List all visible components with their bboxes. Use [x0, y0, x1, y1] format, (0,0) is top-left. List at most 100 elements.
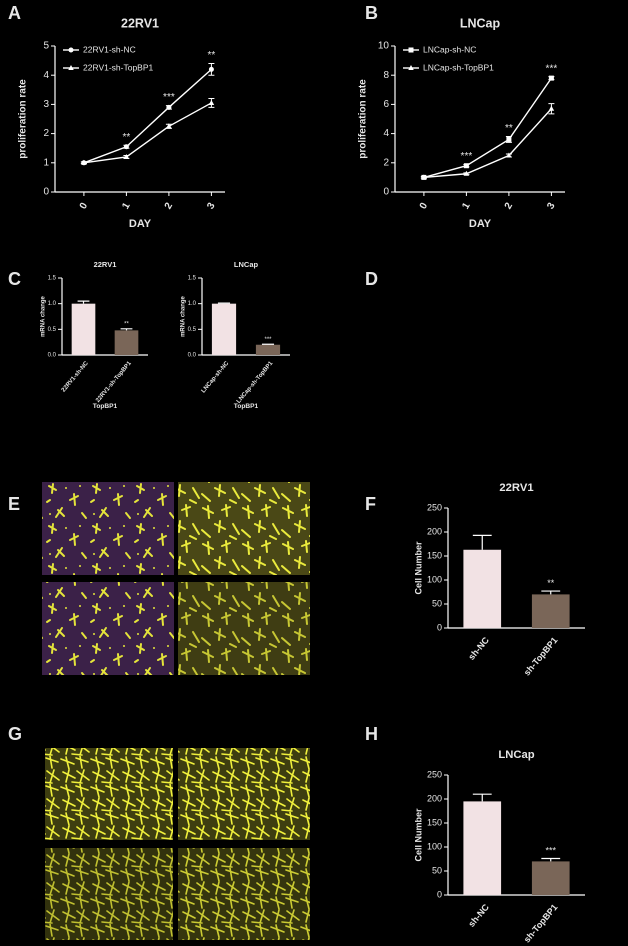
annotation: *** [163, 92, 175, 103]
marker [463, 163, 469, 169]
marker [208, 99, 215, 105]
y-tick-label: 10 [378, 41, 390, 52]
y-tick-label: 4 [43, 70, 49, 81]
x-tick-label: 0 [78, 201, 91, 212]
chart-title: LNCap [498, 749, 534, 761]
y-tick-label: 2 [383, 157, 389, 168]
annotation: ** [124, 322, 129, 328]
series-line [423, 108, 552, 179]
error-bar [77, 300, 90, 304]
y-tick-label: 5 [43, 41, 49, 52]
y-tick-label: 150 [427, 550, 442, 560]
y-tick-label: 50 [432, 598, 442, 608]
y-tick-label: 4 [383, 128, 389, 139]
panel-label: H [365, 724, 378, 744]
marker [208, 66, 214, 72]
x-tick-label: 22RV1-sh-NC [61, 360, 90, 393]
series-line [83, 102, 212, 164]
y-axis-label: proliferation rate [18, 79, 29, 159]
y-tick-label: 0.0 [188, 353, 197, 359]
panel-label: A [8, 3, 21, 23]
annotation: ** [208, 50, 216, 61]
y-tick-label: 250 [427, 769, 442, 779]
chart: LNCap 0 50 100 150 200 250 Cell Number sh-NC sh-T… [414, 749, 585, 944]
y-axis-label: mRNA change [40, 295, 46, 336]
image-tile [178, 582, 310, 675]
bar [71, 303, 96, 355]
legend-label: LNCap-sh-NC [423, 44, 476, 54]
y-tick-label: 1 [43, 157, 49, 168]
x-tick-label: 2 [163, 201, 176, 212]
marker [68, 65, 74, 70]
x-tick-label: sh-NC [466, 902, 491, 929]
y-axis-label: Cell Number [414, 808, 424, 862]
legend-label: LNCap-sh-TopBP1 [423, 62, 494, 72]
annotation: ** [547, 578, 555, 588]
x-tick-label: 2 [503, 201, 516, 212]
y-tick-label: 200 [427, 793, 442, 803]
x-tick-label: 1 [460, 201, 473, 212]
panel-label: F [365, 494, 376, 514]
y-tick-label: 100 [427, 574, 442, 584]
x-tick-label: 1 [120, 201, 133, 212]
bar [255, 344, 281, 355]
annotation: *** [461, 151, 473, 162]
marker [123, 153, 130, 159]
x-tick-label: LNCap-sh-NC [201, 360, 231, 394]
marker [548, 105, 555, 111]
marker [506, 152, 512, 158]
marker [548, 75, 554, 81]
legend-label: 22RV1-sh-TopBP1 [83, 62, 154, 72]
x-tick-label: sh-NC [466, 635, 491, 662]
chart-title: LNCap [460, 16, 501, 30]
marker [68, 47, 74, 53]
annotation: ** [505, 123, 513, 134]
marker [166, 123, 172, 129]
panel-label: G [8, 724, 22, 744]
y-tick-label: 0.0 [48, 353, 57, 359]
y-tick-label: 1.5 [48, 276, 57, 282]
image-tile [42, 582, 174, 675]
x-axis-label: TopBP1 [234, 403, 259, 410]
marker [81, 159, 87, 165]
x-tick-label: 0 [418, 201, 431, 212]
panel-label: B [365, 3, 378, 23]
panel-label: C [8, 269, 21, 289]
y-tick-label: 150 [427, 817, 442, 827]
annotation: ** [123, 132, 131, 143]
chart-title: 22RV1 [499, 482, 533, 494]
annotation: *** [546, 63, 558, 74]
y-tick-label: 0 [437, 889, 442, 899]
image-tile [45, 848, 173, 940]
error-bar [217, 302, 231, 304]
bar [463, 549, 502, 628]
bar [531, 861, 570, 895]
x-tick-label: 3 [205, 201, 218, 212]
image-tile [178, 482, 310, 575]
image-tile [42, 482, 174, 575]
marker [421, 174, 427, 180]
chart: 22RV1 0 50 100 150 200 250 Cell Number sh-NC sh-T… [414, 482, 585, 677]
x-axis-label: TopBP1 [93, 403, 118, 410]
micrographs-e [42, 482, 310, 675]
y-tick-label: 0 [43, 187, 49, 198]
x-axis-label: DAY [129, 218, 152, 230]
y-tick-label: 1.5 [188, 276, 197, 282]
chart-title: 22RV1 [121, 16, 159, 30]
bar [114, 330, 139, 355]
error-bar [541, 857, 561, 862]
error-bar [472, 534, 492, 550]
bar [531, 594, 570, 628]
y-axis-label: Cell Number [414, 541, 424, 595]
series-line [423, 77, 552, 179]
marker [408, 65, 414, 70]
y-tick-label: 250 [427, 502, 442, 512]
y-axis-label: proliferation rate [358, 79, 369, 159]
y-tick-label: 0.5 [188, 327, 197, 333]
image-tile [178, 748, 310, 840]
chart: LNCap 0.0 0.5 1.0 1.5 mRNA change LNCap-sh-NC L… [180, 260, 290, 410]
error-bar [472, 793, 492, 802]
annotation: *** [545, 846, 556, 856]
y-tick-label: 8 [383, 70, 389, 81]
